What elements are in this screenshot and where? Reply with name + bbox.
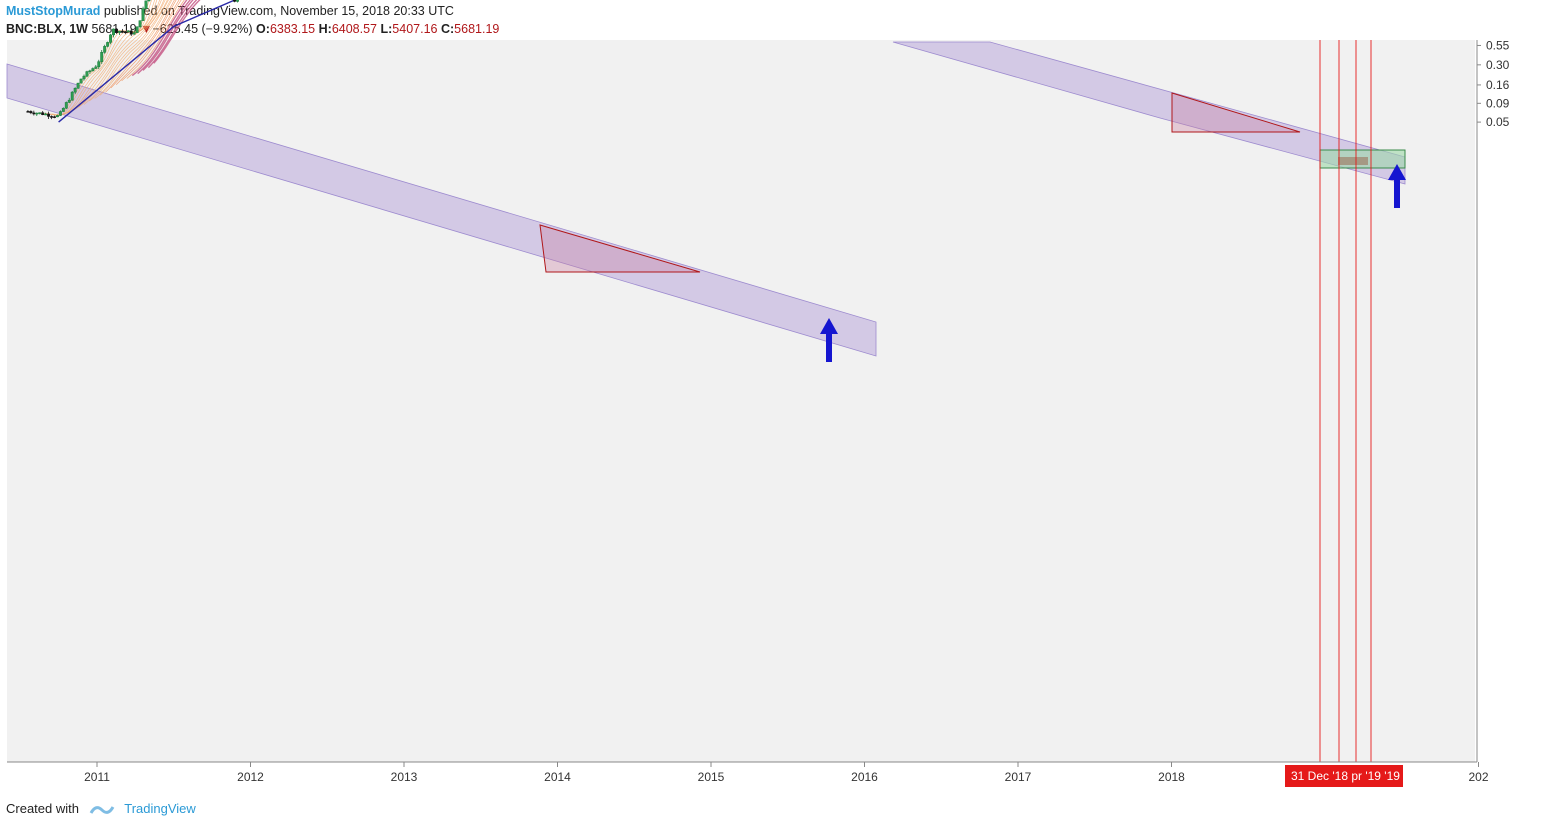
candle-body (117, 30, 121, 33)
y-tick-label: 0.16 (1486, 78, 1510, 92)
candle-body (50, 116, 53, 118)
x-tick-label: 2015 (698, 770, 725, 784)
candle-body (115, 28, 118, 33)
candle-body (91, 68, 95, 72)
x-axis-ticks: 2011 2012 2013 2014 2015 2016 2017 2018 202 (84, 762, 1489, 784)
y-tick-label: 0.05 (1486, 115, 1510, 129)
y-tick-label: 0.55 (1486, 38, 1510, 52)
candle-body (120, 30, 124, 33)
up-arrow-icon (1388, 164, 1406, 208)
close-value: 5681.19 (454, 22, 500, 36)
candle-body (147, 0, 151, 2)
candle-body (55, 115, 59, 118)
candle-body (85, 71, 89, 77)
channel-band (6, 63, 877, 357)
x-tick-label: 2012 (237, 770, 264, 784)
x-tick-label: 202 (1468, 770, 1488, 784)
candle-body (47, 113, 51, 117)
candle-body (112, 28, 115, 36)
x-tick-label: 2018 (1158, 770, 1185, 784)
created-with-label: Created with (6, 801, 79, 816)
candle-body (106, 42, 110, 47)
channel-layer (6, 41, 1406, 357)
triangle-pattern-2018 (1171, 92, 1301, 133)
open-label: O: (256, 22, 270, 36)
chart-header: MustStopMurad published on TradingView.c… (6, 3, 454, 19)
y-tick-label: 0.30 (1486, 58, 1510, 72)
candle-body (82, 75, 86, 80)
up-arrow-icon (820, 318, 838, 362)
candle-body (94, 66, 98, 69)
channel-band (892, 41, 1406, 185)
candle-body (138, 20, 142, 28)
candle-body (135, 26, 139, 33)
candle-body (123, 31, 127, 33)
x-tick-label: 2013 (391, 770, 418, 784)
candle-body (53, 116, 56, 118)
high-label: H: (318, 22, 332, 36)
candle-body (126, 30, 130, 33)
candle-body (29, 111, 33, 114)
candle-body (79, 78, 83, 84)
x-tick-label: 2016 (851, 770, 878, 784)
candle-body (26, 111, 30, 113)
candle-body (97, 61, 101, 68)
candle-body (100, 52, 104, 62)
date-marker-box: 31 Dec '18 pr '19 '19 (1285, 765, 1403, 787)
x-tick-label: 2014 (544, 770, 571, 784)
y-axis-ticks: 0.55 0.30 0.16 0.09 0.05 (1477, 38, 1510, 129)
candle-body (103, 46, 107, 53)
candle-body (236, 0, 239, 2)
candle-body (32, 112, 36, 115)
annotation-layer (539, 40, 1406, 762)
footer: Created with TradingView (6, 801, 196, 817)
candle-body (38, 112, 42, 114)
symbol-label[interactable]: BNC:BLX, 1W (6, 22, 88, 36)
candle-body (58, 111, 62, 116)
candle-body (44, 113, 48, 116)
candle-body (129, 30, 133, 35)
candle-body (73, 88, 77, 93)
candle-body (35, 112, 39, 115)
close-label: C: (440, 22, 455, 36)
candle-body (233, 0, 237, 2)
x-tick-label: 2011 (84, 770, 110, 784)
candle-body (76, 82, 80, 89)
candle-body (70, 91, 74, 101)
candle-body (61, 107, 65, 112)
tradingview-logo-icon (89, 805, 114, 814)
target-zone-inner (1338, 157, 1368, 165)
author-link[interactable]: MustStopMurad (6, 4, 101, 18)
low-value: 5407.16 (392, 22, 438, 36)
candle-body (132, 32, 136, 35)
candle-body (144, 0, 148, 9)
candle-body (64, 102, 68, 109)
open-value: 6383.15 (269, 22, 316, 36)
candle-body (67, 99, 71, 103)
tradingview-link[interactable]: TradingView (124, 801, 196, 816)
triangle-pattern-2014 (539, 224, 701, 273)
low-label: L: (380, 22, 393, 36)
x-tick-label: 2017 (1005, 770, 1032, 784)
candle-body (109, 34, 113, 43)
date-marker-label: 31 Dec '18 pr '19 '19 (1291, 769, 1400, 783)
candle-body (141, 8, 145, 21)
y-tick-label: 0.09 (1486, 96, 1510, 110)
candle-layer (26, 0, 239, 120)
candle-body (41, 112, 45, 116)
published-text: published on TradingView.com, November 1… (103, 4, 454, 18)
high-value: 6408.57 (331, 22, 377, 36)
candle-body (88, 70, 92, 73)
